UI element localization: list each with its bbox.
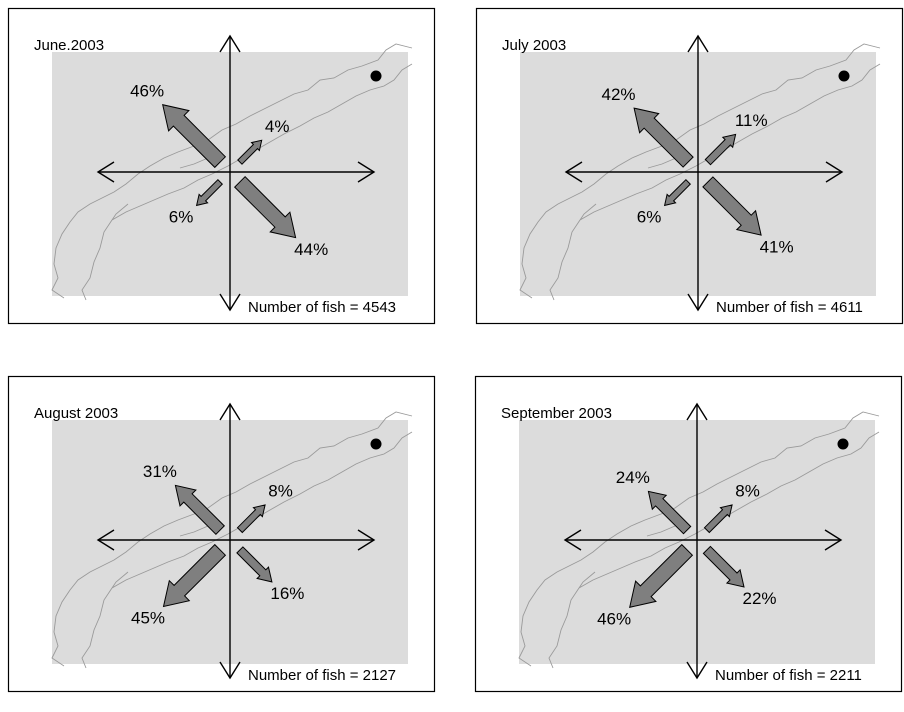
axis-arrowhead xyxy=(825,161,844,183)
movement-arrow xyxy=(174,484,226,536)
movement-arrow xyxy=(236,546,273,583)
site-dot xyxy=(838,70,850,82)
axis-arrowhead xyxy=(357,161,376,183)
axis-arrowhead xyxy=(96,161,115,183)
movement-arrow xyxy=(633,107,694,168)
percent-label: 24% xyxy=(616,468,650,487)
movement-arrow xyxy=(162,543,227,608)
axis-arrowhead xyxy=(564,161,583,183)
fish-count: Number of fish = 4543 xyxy=(248,299,396,316)
axis-arrowhead xyxy=(96,529,115,551)
movement-arrow xyxy=(663,178,692,207)
panel-title: September 2003 xyxy=(501,405,612,422)
movement-arrow xyxy=(702,176,762,236)
percent-label: 8% xyxy=(735,482,760,501)
fish-count: Number of fish = 4611 xyxy=(716,299,863,316)
axis-arrowhead xyxy=(219,661,241,680)
movement-arrow xyxy=(647,490,692,535)
percent-label: 8% xyxy=(268,482,293,501)
percent-label: 6% xyxy=(637,208,662,227)
percent-label: 45% xyxy=(131,609,165,628)
axis-arrowhead xyxy=(219,402,241,421)
movement-arrow xyxy=(702,545,745,588)
axis-arrowhead xyxy=(686,661,708,680)
percent-label: 4% xyxy=(265,117,290,136)
percent-label: 42% xyxy=(601,85,635,104)
movement-arrow xyxy=(629,543,694,608)
axis-arrowhead xyxy=(824,529,843,551)
percent-label: 31% xyxy=(143,462,177,481)
axis-arrowhead xyxy=(219,293,241,312)
percent-label: 11% xyxy=(735,111,768,130)
percent-label: 41% xyxy=(760,237,794,256)
movement-arrow xyxy=(233,175,297,239)
axis-arrowhead xyxy=(563,529,582,551)
site-dot xyxy=(370,70,382,82)
percent-label: 46% xyxy=(597,609,631,628)
movement-arrow xyxy=(704,133,737,166)
movement-arrow xyxy=(195,178,224,207)
panel-title: August 2003 xyxy=(34,405,118,422)
coastline xyxy=(51,411,413,669)
movement-arrow xyxy=(236,504,266,534)
panel: July 2003 Number of fish = 4611 42% 11% 6% 41… xyxy=(475,7,904,325)
percent-label: 22% xyxy=(742,589,776,608)
movement-arrow xyxy=(162,104,227,169)
site-dot xyxy=(370,438,382,450)
panel-title: June.2003 xyxy=(34,37,104,54)
movement-arrow xyxy=(703,504,733,534)
panel: August 2003 Number of fish = 2127 31% 8% 45%… xyxy=(7,375,436,693)
axis-arrowhead xyxy=(686,402,708,421)
axis-arrowhead xyxy=(687,293,709,312)
fish-count: Number of fish = 2211 xyxy=(715,667,862,684)
axis-arrowhead xyxy=(687,34,709,53)
axis-arrowhead xyxy=(357,529,376,551)
percent-label: 46% xyxy=(130,81,164,100)
percent-label: 44% xyxy=(294,240,328,259)
coastline xyxy=(518,411,880,669)
panel-title: July 2003 xyxy=(502,37,566,54)
percent-label: 16% xyxy=(270,584,304,603)
panel: September 2003 Number of fish = 2211 24% 8%… xyxy=(474,375,903,693)
movement-arrow xyxy=(237,139,263,165)
fish-count: Number of fish = 2127 xyxy=(248,667,396,684)
panel: June.2003 Number of fish = 4543 46% 4% 6% 44% xyxy=(7,7,436,325)
axis-arrowhead xyxy=(219,34,241,53)
site-dot xyxy=(837,438,849,450)
percent-label: 6% xyxy=(169,208,194,227)
